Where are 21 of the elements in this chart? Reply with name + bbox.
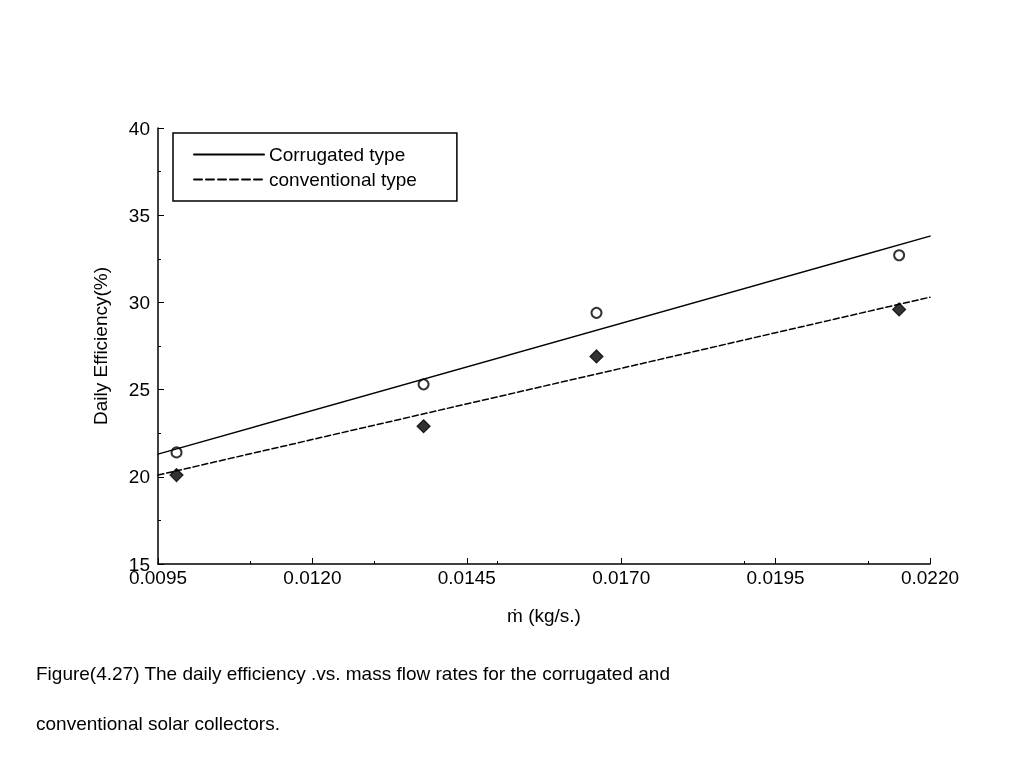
point: [892, 302, 907, 317]
point: [589, 349, 604, 364]
y-tick-label: 40: [128, 117, 150, 139]
text: Figure(4.27) The daily efficiency .vs. mass flow rates for the corrugated and conventional solar collectors.: [36, 662, 670, 734]
x-tick-label: 0.0170: [592, 567, 651, 588]
y-tick-label: 35: [128, 204, 150, 226]
x-tick-label: 0.0145: [437, 567, 496, 588]
x-tick-label: 0.0120: [283, 567, 342, 588]
legend-label: conventional type: [269, 169, 417, 190]
y-tick-label: 30: [128, 291, 150, 313]
legend-label: Corrugated type: [269, 144, 406, 165]
y-axis-title: Daily Efficiency(%): [90, 266, 111, 426]
point: [893, 249, 906, 262]
y-tick-label: 25: [128, 379, 150, 401]
point: [416, 419, 431, 434]
x-tick-label: 0.0195: [746, 567, 805, 588]
x-tick-label: 0.0220: [900, 567, 960, 588]
y-tick-label: 20: [128, 466, 150, 488]
x-axis-title: ṁ (kg/s.): [507, 605, 581, 626]
point: [590, 306, 603, 319]
point: [417, 378, 430, 391]
